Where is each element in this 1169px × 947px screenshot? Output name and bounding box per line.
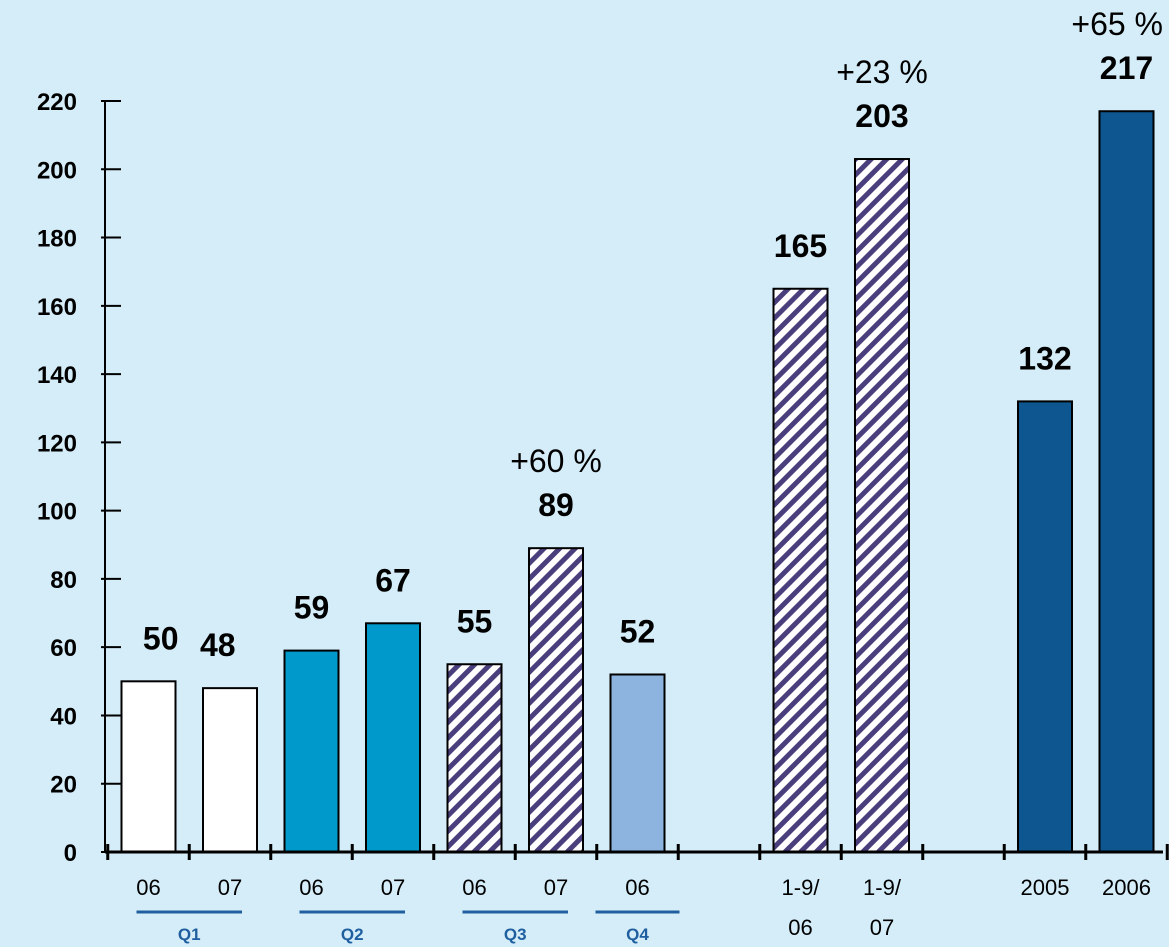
quarter-label: Q3 — [504, 925, 527, 944]
x-tick-label: 07 — [381, 875, 405, 900]
y-tick-label: 60 — [50, 635, 77, 662]
bar-value-label: 50 — [143, 620, 179, 656]
x-tick-label: 06 — [625, 875, 649, 900]
bar — [120, 680, 177, 853]
growth-annotations: +60 % +23 % +65 % — [510, 6, 1163, 479]
bars — [120, 110, 1155, 854]
bar — [528, 547, 584, 853]
x-tick-label: 2005 — [1021, 875, 1070, 900]
x-tick-label: 06 — [299, 875, 323, 900]
x-axis — [105, 844, 1169, 860]
y-tick-label: 180 — [37, 226, 77, 253]
bar-value-label: 89 — [538, 487, 574, 523]
bar-value-label: 67 — [375, 562, 411, 598]
x-tick-label: 06 — [462, 875, 486, 900]
x-tick-label: 1-9/06 — [782, 875, 821, 940]
growth-annotation: +60 % — [510, 443, 602, 479]
y-axis: 0 20 40 60 80 100 120 140 160 180 200 220 — [37, 89, 121, 867]
bar — [609, 673, 666, 853]
quarter-label: Q1 — [178, 925, 201, 944]
y-tick-label: 140 — [37, 362, 77, 389]
bar-value-label: 217 — [1100, 50, 1153, 86]
x-tick-label: 2006 — [1102, 875, 1151, 900]
y-tick-label: 0 — [64, 840, 77, 867]
y-tick-label: 160 — [37, 294, 77, 321]
quarter-groups: Q1 Q2 Q3 Q4 — [136, 910, 680, 944]
y-tick-label: 80 — [50, 567, 77, 594]
x-tick-label: 07 — [544, 875, 568, 900]
y-tick-label: 100 — [37, 499, 77, 526]
y-tick-label: 20 — [50, 772, 77, 799]
bar-value-label: 132 — [1018, 340, 1071, 376]
growth-annotation: +23 % — [836, 54, 928, 90]
y-tick-label: 40 — [50, 703, 77, 730]
quarter-label: Q2 — [341, 925, 364, 944]
bar-value-label: 52 — [620, 613, 656, 649]
x-tick-label: 1-9/07 — [863, 875, 902, 940]
quarter-label: Q4 — [626, 925, 649, 944]
bar — [365, 622, 421, 854]
bar — [446, 663, 503, 853]
x-tick-label: 06 — [136, 875, 160, 900]
bar — [283, 649, 340, 853]
y-tick-label: 200 — [37, 157, 77, 184]
bar — [772, 287, 829, 853]
value-labels: 50 48 59 67 55 89 52 165 203 132 217 — [143, 50, 1153, 663]
bar — [1098, 110, 1155, 853]
bar — [1017, 400, 1073, 853]
bar-value-label: 165 — [774, 228, 827, 264]
growth-annotation: +65 % — [1071, 6, 1163, 42]
bar-value-label: 203 — [855, 98, 908, 134]
bar — [202, 687, 258, 853]
y-tick-label: 220 — [37, 89, 77, 116]
y-tick-label: 120 — [37, 430, 77, 457]
x-tick-label: 07 — [218, 875, 242, 900]
bar — [854, 158, 910, 854]
x-axis-labels: 06 07 06 07 06 07 06 1-9/06 1-9/07 2005 2006 — [136, 875, 1151, 940]
bar-value-label: 59 — [294, 590, 330, 626]
bar-value-label: 48 — [200, 627, 236, 663]
bar-value-label: 55 — [457, 603, 493, 639]
